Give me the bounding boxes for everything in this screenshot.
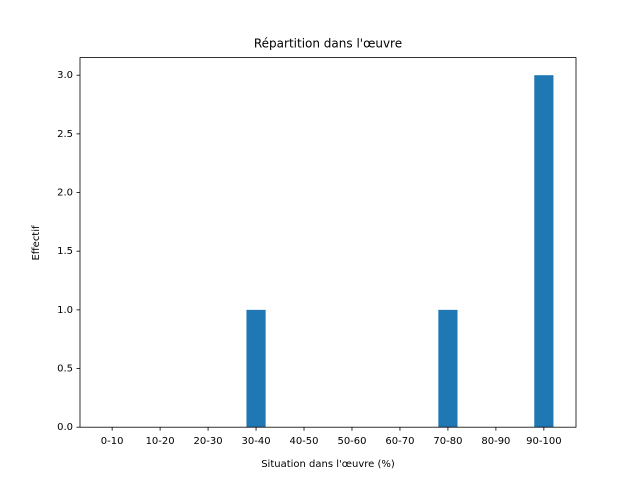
bar — [438, 309, 458, 428]
x-tick-label: 0-10 — [101, 436, 124, 447]
y-tick-label: 2.5 — [57, 129, 73, 140]
x-tick-label: 80-90 — [481, 436, 510, 447]
y-tick-label: 1.0 — [57, 305, 73, 316]
y-tick-label: 1.5 — [57, 246, 73, 257]
y-tick-label: 0.0 — [57, 422, 73, 433]
x-tick-label: 40-50 — [289, 436, 318, 447]
x-tick-label: 50-60 — [337, 436, 366, 447]
x-tick-label: 70-80 — [433, 436, 462, 447]
y-tick-label: 3.0 — [57, 70, 73, 81]
y-tick-label: 0.5 — [57, 364, 73, 375]
bar — [534, 75, 554, 428]
x-axis-label: Situation dans l'œuvre (%) — [261, 459, 395, 470]
y-axis-label: Effectif — [31, 225, 42, 261]
y-tick-label: 2.0 — [57, 188, 73, 199]
x-tick-label: 30-40 — [242, 436, 271, 447]
x-tick-label: 20-30 — [194, 436, 223, 447]
x-tick-label: 60-70 — [385, 436, 414, 447]
x-tick-label: 90-100 — [526, 436, 561, 447]
x-tick-label: 10-20 — [146, 436, 175, 447]
plot-frame — [79, 57, 577, 428]
bar — [246, 309, 266, 428]
chart-title: Répartition dans l'œuvre — [254, 37, 402, 51]
